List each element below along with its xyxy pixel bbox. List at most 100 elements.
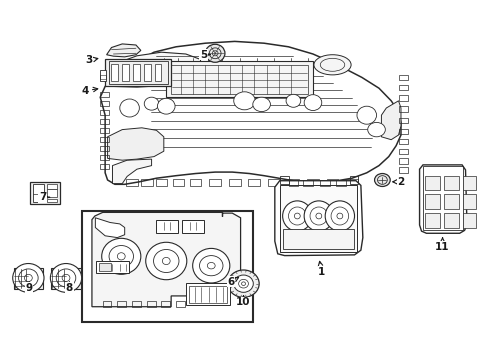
Ellipse shape <box>313 55 350 75</box>
Text: 8: 8 <box>66 282 73 293</box>
Bar <box>132 301 141 307</box>
Bar <box>425 213 439 228</box>
Bar <box>143 64 150 81</box>
Bar <box>99 263 110 271</box>
Bar <box>443 213 458 228</box>
Text: 10: 10 <box>236 296 250 307</box>
Bar <box>108 61 168 84</box>
Bar <box>320 180 329 186</box>
Ellipse shape <box>144 97 159 110</box>
Ellipse shape <box>252 97 270 112</box>
Bar <box>172 179 184 186</box>
Polygon shape <box>92 212 240 307</box>
Text: 1: 1 <box>318 261 325 277</box>
Bar <box>267 179 279 186</box>
Text: 4: 4 <box>81 86 98 96</box>
Text: 7: 7 <box>39 192 49 202</box>
Bar <box>228 179 240 186</box>
Bar <box>306 179 318 186</box>
Ellipse shape <box>145 242 186 280</box>
Bar <box>398 85 407 90</box>
Bar <box>462 194 475 209</box>
Bar <box>47 189 57 197</box>
Bar <box>346 179 357 186</box>
Text: 5: 5 <box>200 50 210 60</box>
Bar <box>282 229 353 249</box>
Bar <box>146 301 155 307</box>
Bar <box>422 166 462 230</box>
Ellipse shape <box>285 94 300 107</box>
Ellipse shape <box>157 98 175 114</box>
Ellipse shape <box>367 122 385 137</box>
Bar <box>100 119 109 124</box>
Ellipse shape <box>102 238 141 274</box>
Bar <box>462 213 475 228</box>
Bar <box>185 283 229 305</box>
Bar <box>171 65 307 94</box>
Bar <box>188 286 226 303</box>
Bar <box>14 268 43 289</box>
Polygon shape <box>274 181 362 256</box>
Bar <box>100 110 109 115</box>
Polygon shape <box>112 159 151 184</box>
Bar <box>30 182 60 204</box>
Bar <box>398 129 407 134</box>
Ellipse shape <box>120 99 139 117</box>
Bar <box>155 179 167 186</box>
Bar <box>102 301 111 307</box>
Bar <box>47 199 57 202</box>
Bar <box>398 158 407 164</box>
Bar <box>176 301 184 307</box>
Bar <box>117 301 126 307</box>
Ellipse shape <box>233 275 253 292</box>
Bar <box>33 184 44 202</box>
Bar <box>100 164 109 169</box>
Bar <box>82 211 253 322</box>
Polygon shape <box>112 52 200 87</box>
Ellipse shape <box>13 264 44 292</box>
Text: 9: 9 <box>26 282 33 293</box>
Bar <box>156 220 178 233</box>
Bar <box>100 92 109 97</box>
Polygon shape <box>95 218 124 238</box>
Ellipse shape <box>192 248 229 283</box>
Bar <box>161 301 170 307</box>
Ellipse shape <box>304 95 321 111</box>
Ellipse shape <box>304 201 333 231</box>
Bar <box>349 176 358 184</box>
Bar <box>122 64 129 81</box>
Polygon shape <box>381 101 400 140</box>
Bar <box>141 179 152 186</box>
Bar <box>288 180 298 186</box>
Ellipse shape <box>356 106 376 124</box>
Bar <box>166 61 312 97</box>
Ellipse shape <box>374 174 389 186</box>
Bar <box>303 180 312 186</box>
Bar <box>126 179 138 186</box>
Bar <box>47 184 57 189</box>
Bar <box>425 176 439 190</box>
Ellipse shape <box>227 270 259 297</box>
Bar <box>398 118 407 123</box>
Bar <box>189 179 201 186</box>
Bar <box>398 95 407 101</box>
Bar <box>100 137 109 142</box>
Ellipse shape <box>205 44 224 62</box>
Bar <box>425 194 439 209</box>
Bar <box>287 179 299 186</box>
Polygon shape <box>419 165 466 233</box>
Polygon shape <box>106 44 141 57</box>
Bar <box>111 64 118 81</box>
Text: 11: 11 <box>434 238 449 252</box>
Bar <box>398 139 407 144</box>
Bar <box>398 106 407 112</box>
Bar <box>100 70 106 81</box>
Bar <box>100 101 109 106</box>
Bar <box>279 185 356 252</box>
Bar <box>443 176 458 190</box>
Bar <box>100 128 109 133</box>
Bar <box>279 176 288 184</box>
Bar <box>133 64 140 81</box>
Bar <box>398 75 407 80</box>
Ellipse shape <box>50 264 81 292</box>
